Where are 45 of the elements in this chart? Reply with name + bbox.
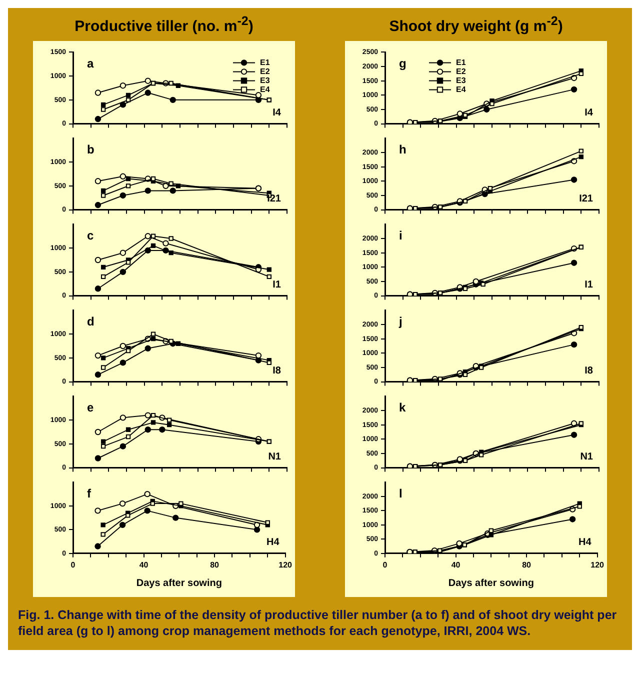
annotation: N1 xyxy=(268,452,282,463)
annotation: I8 xyxy=(584,366,594,377)
legend-label: E4 xyxy=(456,84,466,94)
x-tick-label: 80 xyxy=(522,560,532,570)
annotation: I1 xyxy=(272,280,282,291)
annotation: h xyxy=(399,142,406,157)
annotation: d xyxy=(87,314,94,329)
annotation: i xyxy=(399,228,402,243)
legend-label: E3 xyxy=(260,76,270,85)
annotation: I21 xyxy=(579,194,594,205)
x-tick-label: 40 xyxy=(139,560,149,570)
annotation: l xyxy=(399,486,402,501)
legend-label: E4 xyxy=(260,84,270,94)
annotation: H4 xyxy=(266,537,280,548)
annotation: N1 xyxy=(580,452,594,463)
chart-title: Productive tiller (no. m$^{-2}$) xyxy=(74,14,254,35)
annotation: k xyxy=(399,400,406,415)
x-tick-label: 120 xyxy=(278,560,293,570)
x-tick-label: 0 xyxy=(382,560,388,570)
legend-label: E1 xyxy=(456,58,466,67)
annotation: j xyxy=(398,314,402,329)
annotation: c xyxy=(87,228,94,243)
annotation: a xyxy=(87,56,94,71)
legend-label: E2 xyxy=(456,66,466,76)
chart-title: Shoot dry weight (g m$^{-2}$) xyxy=(388,14,564,35)
legend-label: E3 xyxy=(456,76,466,85)
annotation: H4 xyxy=(578,537,592,548)
x-axis-title: Days after sowing xyxy=(448,578,534,589)
x-axis-title: Days after sowing xyxy=(136,578,222,589)
annotation: I1 xyxy=(584,280,594,291)
annotation: I8 xyxy=(272,366,282,377)
annotation: f xyxy=(87,486,92,501)
annotation: g xyxy=(399,56,406,71)
annotation: e xyxy=(87,400,94,415)
annotation: I4 xyxy=(272,108,282,119)
x-tick-label: 80 xyxy=(210,560,220,570)
legend-label: E1 xyxy=(260,58,270,67)
legend-label: E2 xyxy=(260,66,270,76)
x-tick-label: 120 xyxy=(590,560,605,570)
x-tick-label: 0 xyxy=(70,560,76,570)
caption: Fig. 1. Change with time of the density of productive tiller number (a to f) and of shoot dry weight per field area (g to l) among crop management methods for each genotype, IRRI, 2004 WS. xyxy=(18,607,618,640)
annotation: I4 xyxy=(584,108,594,119)
annotation: b xyxy=(87,142,94,157)
x-tick-label: 40 xyxy=(451,560,461,570)
annotation: I21 xyxy=(267,194,282,205)
